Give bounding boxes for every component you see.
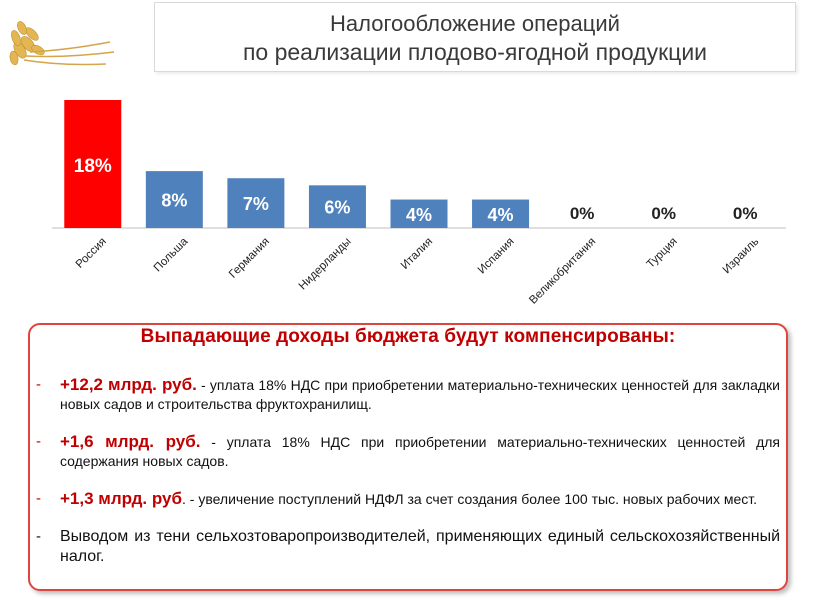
list-dash: - <box>36 528 41 545</box>
list-dash: - <box>36 490 41 507</box>
x-tick-label: Польша <box>152 235 191 274</box>
data-label: 0% <box>733 204 758 223</box>
info-list: - +12,2 млрд. руб. - уплата 18% НДС при … <box>34 375 780 567</box>
item-text: . - увеличение поступлений НДФЛ за счет … <box>181 491 757 507</box>
data-label: 7% <box>243 194 269 214</box>
data-label: 18% <box>74 156 112 177</box>
bar <box>472 199 530 228</box>
x-tick-label: Израиль <box>721 236 762 277</box>
slide-title: Налогообложение операций по реализации п… <box>154 2 796 72</box>
x-tick-label: Испания <box>476 236 517 277</box>
info-box: Выпадающие доходы бюджета будут компенси… <box>28 323 788 591</box>
title-line-1: Налогообложение операций <box>330 11 620 36</box>
list-item: - Выводом из тени сельхозтоваропроизводи… <box>34 527 780 567</box>
item-text: - уплата 18% НДС при приобретении матери… <box>60 377 780 412</box>
x-tick-label: Италия <box>399 236 435 272</box>
bar <box>145 171 203 228</box>
bar <box>64 100 122 228</box>
list-dash: - <box>36 376 41 393</box>
list-item: - +1,3 млрд. руб. - увеличение поступлен… <box>34 489 780 509</box>
bar <box>227 178 285 228</box>
title-line-2: по реализации плодово-ягодной продукции <box>242 39 708 65</box>
data-label: 4% <box>406 205 432 225</box>
wheat-logo-icon <box>9 21 115 66</box>
bar <box>308 185 366 228</box>
bar <box>390 199 448 228</box>
list-item: - +12,2 млрд. руб. - уплата 18% НДС при … <box>34 375 780 414</box>
x-tick-label: Россия <box>74 236 109 271</box>
list-dash: - <box>36 433 41 450</box>
x-tick-label: Турция <box>645 236 680 271</box>
data-label: 0% <box>570 204 595 223</box>
data-label: 6% <box>324 198 350 218</box>
info-box-heading: Выпадающие доходы бюджета будут компенси… <box>140 326 676 347</box>
item-amount: +1,6 млрд. руб. <box>60 432 201 451</box>
item-amount: +1,3 млрд. руб <box>60 489 182 508</box>
x-tick-label: Нидерланды <box>297 236 354 293</box>
x-tick-label: Великобритания <box>527 236 598 307</box>
list-item: - +1,6 млрд. руб. - уплата 18% НДС при п… <box>34 432 780 471</box>
data-label: 8% <box>161 191 187 211</box>
x-tick-label: Германия <box>227 236 272 281</box>
item-text: Выводом из тени сельхозтоваропроизводите… <box>60 528 780 565</box>
item-text: - уплата 18% НДС при приобретении матери… <box>60 434 781 469</box>
data-label: 4% <box>488 205 514 225</box>
data-label: 0% <box>651 204 676 223</box>
item-amount: +12,2 млрд. руб. <box>60 375 197 394</box>
bar-chart: 18% Россия 8% Польша 7% Германия 6% Нидерланды 4… <box>52 100 786 307</box>
